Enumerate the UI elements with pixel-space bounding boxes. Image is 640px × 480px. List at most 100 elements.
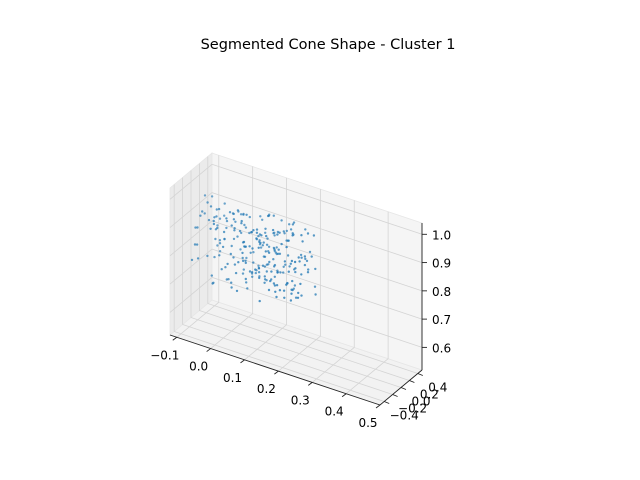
data-point [297,256,300,259]
data-point [252,251,255,254]
data-point [314,267,317,271]
data-point [287,239,290,242]
data-point [210,274,213,277]
y-gridline [182,177,393,395]
y-tick-mark [409,380,415,383]
data-point [287,270,290,273]
y-tick-label: 0.0 [411,395,430,409]
data-point [290,292,293,295]
data-point [279,271,282,274]
data-point [211,282,214,285]
x-gridline [345,211,389,395]
data-point [300,294,303,297]
data-point [233,263,237,266]
data-point [223,238,226,241]
data-point [282,289,286,292]
data-point [291,279,294,283]
data-point [280,219,283,222]
y-gridline [207,156,418,374]
data-point [250,272,254,275]
z-tick-label: 0.7 [432,313,451,327]
data-point [299,253,303,257]
data-point [218,217,222,220]
tick-labels: −0.10.00.10.20.30.40.5−0.4−0.20.00.20.40… [150,228,451,430]
data-point [271,228,275,232]
x-tick-mark [341,393,347,398]
data-point [294,270,297,274]
data-point [195,243,199,246]
data-point [297,291,300,295]
data-point [261,218,264,221]
data-point [234,220,237,223]
data-point [216,244,219,247]
data-point [300,234,303,237]
data-point [240,222,243,225]
z-tick-label: 0.9 [432,257,451,271]
data-point [203,212,206,215]
data-point [283,260,287,263]
data-point [257,234,260,238]
data-point [265,279,268,282]
data-point [267,250,270,253]
x-tick-mark [274,370,279,375]
data-point [237,261,240,264]
x-gridline [244,177,287,361]
data-point [273,231,276,234]
data-point [238,229,242,233]
y-tick-mark [384,401,390,404]
data-point [275,284,279,287]
data-point [230,244,233,248]
data-point [257,264,260,267]
data-point [283,296,286,299]
data-point [241,251,244,255]
z-gridline [169,163,423,235]
data-point [248,231,251,235]
data-point [194,226,197,229]
y-tick-mark [400,387,407,390]
data-point [235,289,239,293]
data-point [270,270,273,273]
data-point [243,245,246,248]
x-tick-mark [172,336,178,341]
data-point [314,293,317,296]
data-point [303,263,307,267]
data-point [212,219,215,223]
data-point [269,279,272,283]
data-point [300,273,303,276]
x-tick-label: 0.2 [257,382,276,396]
data-point [273,284,277,287]
data-point [232,256,235,259]
data-point [215,208,218,211]
data-point [257,267,261,270]
data-point [241,259,245,263]
data-point [264,231,267,234]
data-point [258,275,261,278]
data-point [258,239,261,242]
data-point [285,229,288,233]
data-point [293,268,296,271]
data-point [282,271,285,274]
data-point [234,271,238,275]
data-point [196,226,199,229]
data-point [232,218,236,221]
data-point [251,275,254,278]
x-tick-mark [375,404,381,409]
data-point [313,285,317,288]
data-point [310,255,313,258]
data-point [275,252,278,256]
data-point [259,215,262,218]
y-gridline [173,184,385,402]
data-point [230,286,233,289]
data-point [216,224,219,227]
data-point [190,258,194,262]
data-point [291,223,295,226]
data-point [218,239,222,242]
x-gridline [312,200,355,383]
data-point [240,219,243,223]
data-point [307,268,310,271]
data-point [291,234,294,237]
data-point [282,230,285,233]
data-point [304,228,307,231]
z-tick-label: 1.0 [432,228,451,242]
